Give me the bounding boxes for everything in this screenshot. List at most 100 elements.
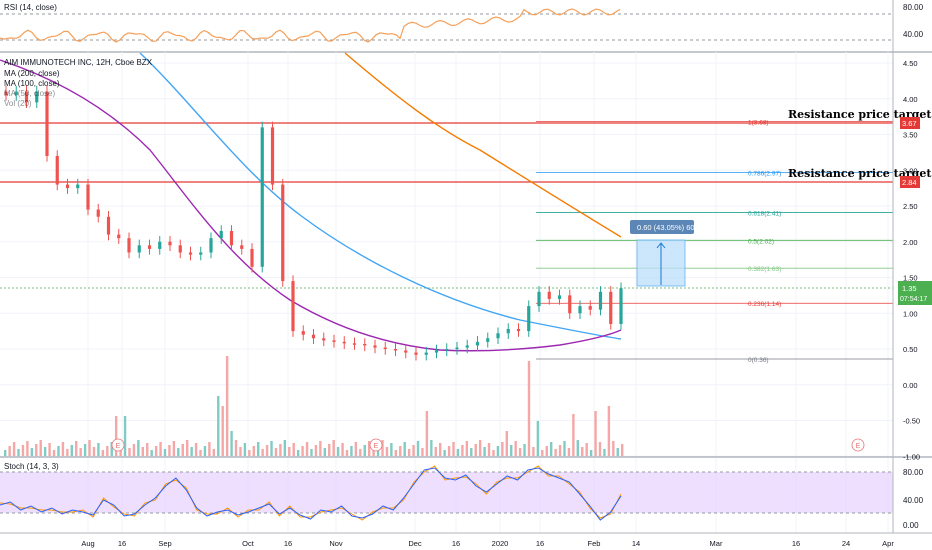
candle-body [178,245,182,253]
stoch-d-line [0,465,622,521]
candle-body [342,341,346,344]
candle-body [363,343,367,346]
volume-bar [57,446,60,456]
volume-bar [594,411,597,456]
price-axis[interactable]: 4.50 4.00 3.50 3.00 2.50 2.00 1.50 1.00 0.50 0.00… [892,0,920,533]
ma200-line [344,52,622,238]
time-tick: 2020 [492,539,509,548]
volume-bar [345,450,349,456]
earnings-marker-2[interactable]: E [369,438,383,452]
volume-bar [172,441,176,456]
candle-body [250,248,254,267]
earnings-marker-2-label: E [374,443,379,450]
time-axis[interactable]: Aug 16 Sep Oct 16 Nov Dec 16 2020 16 Feb 14 Mar 16 24 A… [81,539,894,548]
time-tick: Feb [588,539,601,548]
volume-bar [52,450,56,456]
volume-bar [261,449,264,456]
volume-bar [576,440,580,456]
ma50-line [0,59,622,352]
volume-bar [310,449,313,456]
candle-body [158,241,162,249]
rsi-label: RSI (14, close) [4,3,57,12]
volume-bar [363,445,366,456]
candle-body [588,306,592,310]
time-tick: Aug [81,539,94,548]
earnings-marker-1-label: E [116,443,121,450]
price-tick: 0.50 [903,345,918,354]
volume-bar [4,450,7,456]
volume-bar [288,447,291,456]
candle-body [424,352,428,355]
price-tick: 0.00 [903,381,918,390]
candlesticks [4,85,623,361]
indicator-ma50: MA (50, close) [4,89,55,98]
price-tick: 3.50 [903,131,918,140]
volume-bar [492,450,495,456]
volume-bar [541,450,544,456]
time-tick: 16 [284,539,292,548]
candle-body [506,328,510,334]
resistance-badge-1 [900,117,920,129]
volume-bar [274,448,278,456]
volume-bar [146,443,149,456]
volume-bar [412,445,415,456]
price-badges: 3.67 2.84 1.35 07:54:17 [898,117,932,305]
volume-bar [483,447,486,456]
time-tick: 14 [632,539,640,548]
volume-bar [43,447,47,456]
volume-bar [252,446,255,456]
volume-bar [159,442,162,456]
volume-bar [447,446,451,456]
price-range-label-box [630,220,694,234]
volume-bar [612,441,615,456]
candle-body [229,231,234,246]
volume-bar [394,450,398,456]
candle-body [301,331,305,335]
volume-bar [314,445,318,456]
price-tick: 1.00 [903,309,918,318]
candle-body [578,306,582,314]
volume-bar [137,440,140,456]
candle-body [96,209,100,217]
volume-bar [305,442,309,456]
volume-bar [21,445,25,456]
volume-bar [430,440,433,456]
stoch-panel[interactable]: Stoch (14, 3, 3) 80.00 40.00 0.00 [0,462,924,530]
price-panel[interactable]: 1(3.68) 0.786(2.97) 0.618(2.41) 0.5(2.02) 0.… [0,52,932,533]
ma100-line [139,52,622,340]
candle-body [557,295,562,299]
volume-bar [208,442,211,456]
countdown-text: 07:54:17 [900,296,927,303]
candle-body [4,91,8,96]
candle-body [291,281,295,332]
resistance-badge-1-text: 3.67 [902,119,917,128]
price-tick: 2.00 [903,238,918,247]
volume-bar [505,431,508,456]
volume-bar [403,442,406,456]
volume-bar [97,443,100,456]
volume-bar [350,446,353,456]
volume-bar [194,443,198,456]
fib-level-label: 0.618(2.41) [748,210,781,217]
price-tick: -1.00 [903,452,920,461]
candle-body [281,184,285,282]
earnings-marker-3[interactable]: E [851,438,865,452]
candle-body [168,241,172,246]
fib-level-label: 0.236(1.14) [748,301,781,308]
volume-bar [270,441,273,456]
rsi-panel[interactable]: RSI (14, close) 80.00 40.00 [0,3,924,43]
resistance-badge-2-text: 2.84 [902,178,917,187]
volume-bar [83,444,87,456]
time-tick: 16 [792,539,800,548]
volume-bar [407,449,411,456]
earnings-marker-1[interactable]: E [111,438,125,452]
volume-bar [501,442,504,456]
volume-bar [26,441,29,456]
stoch-label: Stoch (14, 3, 3) [4,462,59,471]
volume-bar [292,443,295,456]
candle-body [609,291,613,324]
time-tick: Apr [882,539,894,548]
candle-body [209,238,213,253]
